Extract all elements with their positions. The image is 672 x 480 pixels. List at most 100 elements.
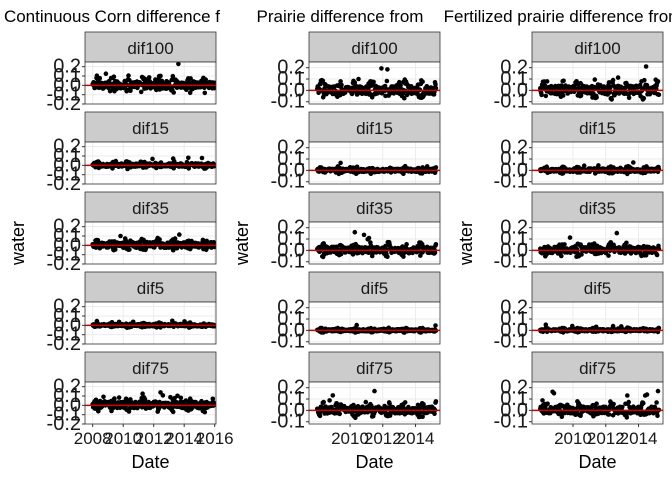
facet-dif75: dif75 0.20.10.0-0.1 bbox=[494, 351, 664, 433]
data-point bbox=[606, 412, 612, 417]
chart-panel-2: Prairie difference fromdif1000.20.10.0-0… bbox=[232, 7, 441, 472]
facet-label: dif75 bbox=[356, 359, 393, 378]
data-point bbox=[101, 394, 106, 400]
data-point bbox=[543, 322, 549, 328]
facet-strip bbox=[308, 31, 441, 63]
data-point bbox=[551, 391, 557, 396]
y-tick-label: -0.1 bbox=[494, 251, 528, 273]
data-point bbox=[212, 80, 216, 86]
y-tick-label: 0.0 bbox=[277, 159, 305, 181]
y-axis: 0.20.10.0-0.1 bbox=[494, 297, 532, 353]
panel-border bbox=[531, 381, 664, 425]
data-point bbox=[570, 323, 575, 329]
data-point bbox=[337, 411, 343, 417]
data-point bbox=[372, 388, 377, 394]
facet-label: dif15 bbox=[132, 119, 169, 138]
data-point bbox=[146, 75, 152, 80]
facet-strip bbox=[84, 271, 217, 303]
y-tick-label: 0.2 bbox=[500, 137, 528, 159]
panel-border bbox=[308, 221, 441, 265]
panel-border bbox=[308, 61, 441, 105]
plot-area bbox=[532, 142, 663, 184]
facet-label: dif15 bbox=[356, 119, 393, 138]
x-tick-label: 2014 bbox=[620, 429, 658, 448]
panel-border bbox=[84, 221, 217, 265]
data-point bbox=[187, 90, 193, 96]
data-point bbox=[356, 76, 361, 82]
y-tick-label: 0.0 bbox=[277, 319, 305, 341]
x-tick-label: 2010 bbox=[331, 429, 369, 448]
data-point bbox=[327, 398, 332, 403]
facet-dif100: dif100 0.20.10.0-0.1-0.2 bbox=[47, 31, 217, 115]
data-point bbox=[596, 163, 601, 168]
y-tick-label: 0.1 bbox=[53, 145, 81, 167]
data-point bbox=[160, 393, 166, 398]
y-tick-label: 0.0 bbox=[500, 319, 528, 341]
y-tick-label: -0.1 bbox=[271, 251, 305, 273]
data-point bbox=[150, 156, 155, 162]
data-point bbox=[371, 79, 376, 85]
y-axis: 0.20.10.0-0.1 bbox=[494, 217, 532, 273]
panel-border bbox=[308, 301, 441, 345]
data-point bbox=[354, 322, 360, 328]
facet-label: dif35 bbox=[132, 199, 169, 218]
x-axis-title: Date bbox=[578, 452, 616, 472]
y-tick-label: 0.1 bbox=[53, 65, 81, 87]
y-tick-label: 0.2 bbox=[277, 377, 305, 399]
y-tick-label: -0.1 bbox=[494, 171, 528, 193]
x-tick-label: 2010 bbox=[554, 429, 592, 448]
y-tick-label: -0.1 bbox=[271, 91, 305, 113]
facet-label: dif100 bbox=[574, 39, 620, 58]
data-point bbox=[432, 250, 438, 255]
facet-strip bbox=[531, 31, 664, 63]
y-tick-label: 0.2 bbox=[277, 217, 305, 239]
data-point bbox=[560, 93, 566, 98]
data-point bbox=[320, 78, 326, 84]
data-point bbox=[339, 82, 344, 88]
data-point bbox=[561, 78, 566, 84]
data-point bbox=[97, 76, 103, 81]
x-tick-label: 2012 bbox=[587, 429, 625, 448]
facet-dif75: dif75 0.20.10.0-0.1-0.2 bbox=[47, 351, 217, 435]
facet-label: dif100 bbox=[127, 39, 173, 58]
facet-dif100: dif100 0.20.10.0-0.1 bbox=[271, 31, 441, 113]
data-point bbox=[567, 235, 573, 240]
data-point bbox=[143, 77, 149, 82]
data-point bbox=[385, 67, 390, 72]
data-point bbox=[543, 93, 549, 99]
data-point bbox=[402, 95, 407, 101]
data-point bbox=[624, 240, 629, 246]
data-point bbox=[177, 232, 182, 237]
data-point bbox=[433, 323, 438, 328]
data-point bbox=[644, 392, 650, 397]
panel-border bbox=[531, 141, 664, 185]
y-tick-label: 0.0 bbox=[53, 234, 81, 256]
panel-border bbox=[84, 141, 217, 185]
y-axis: 0.20.10.0-0.1 bbox=[271, 217, 309, 273]
panel-border bbox=[531, 301, 664, 345]
data-point bbox=[321, 399, 327, 405]
data-point bbox=[654, 400, 659, 405]
data-point bbox=[385, 405, 390, 411]
data-point bbox=[656, 92, 662, 97]
data-point bbox=[127, 247, 132, 252]
data-point bbox=[400, 91, 406, 97]
data-point bbox=[211, 241, 216, 246]
chart-panel-1: Continuous Corn difference fdif1000.20.1… bbox=[4, 7, 234, 472]
data-point bbox=[338, 79, 343, 84]
data-point bbox=[203, 77, 208, 82]
panel-border bbox=[84, 61, 217, 105]
data-point bbox=[592, 77, 598, 82]
x-tick-label: 2012 bbox=[364, 429, 402, 448]
data-point bbox=[615, 75, 621, 80]
y-axis: 0.20.10.0-0.1 bbox=[494, 57, 532, 113]
facet-label: dif5 bbox=[137, 279, 164, 298]
facet-strip bbox=[308, 271, 441, 303]
data-point bbox=[118, 233, 123, 239]
y-tick-label: -0.1 bbox=[494, 331, 528, 353]
data-point bbox=[625, 393, 630, 398]
data-point bbox=[627, 404, 632, 410]
y-tick-label: -0.2 bbox=[47, 173, 81, 195]
